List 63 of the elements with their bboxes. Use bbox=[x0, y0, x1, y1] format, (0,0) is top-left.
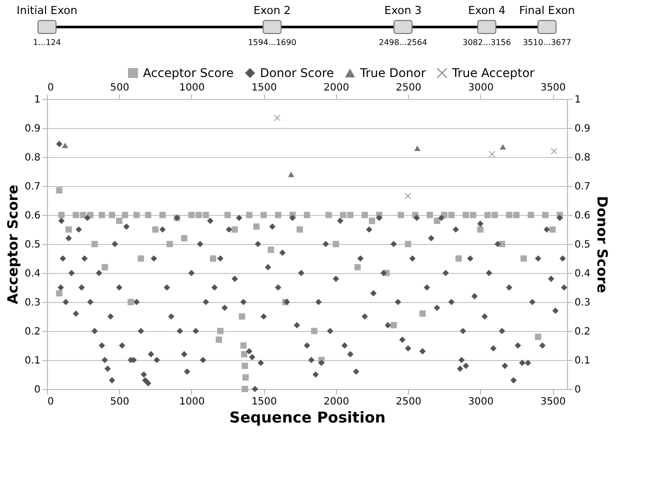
category-label: Final Exon bbox=[519, 4, 575, 17]
text: 3082...3156 bbox=[462, 38, 511, 47]
category-label: Exon 3 bbox=[384, 4, 422, 17]
x-axis-title: Sequence Position bbox=[229, 408, 386, 426]
y2-tick-label: 0.3 bbox=[574, 298, 590, 308]
y-tick-label: 1 bbox=[34, 94, 40, 106]
x2-tick-label: 2500 bbox=[396, 396, 422, 408]
point bbox=[550, 148, 558, 154]
point bbox=[489, 150, 496, 158]
text: 1...124 bbox=[33, 38, 61, 47]
x-tick-label: 3500 bbox=[540, 82, 566, 94]
point bbox=[274, 114, 280, 122]
legend-label: True Donor bbox=[359, 66, 426, 80]
x-tick-label: 1000 bbox=[179, 82, 205, 94]
y2-tick-label: 1 bbox=[574, 94, 581, 106]
y-tick-label: 0.7 bbox=[24, 182, 40, 192]
y-tick-label: 0.3 bbox=[24, 298, 40, 308]
y-tick-label: 0.8 bbox=[24, 152, 40, 164]
x2-tick-label: 3000 bbox=[468, 396, 494, 408]
y-tick-label: 0.4 bbox=[24, 268, 40, 280]
y2-tick-label: 0.5 bbox=[574, 240, 590, 250]
y2-tick-label: 0.1 bbox=[574, 356, 590, 366]
point bbox=[404, 192, 411, 200]
x2-tick-label: 1000 bbox=[179, 396, 205, 408]
x-tick-label: 3000 bbox=[468, 82, 494, 94]
legend-label: True Acceptor bbox=[451, 66, 535, 80]
y-tick-label: 0.5 bbox=[24, 240, 40, 250]
point bbox=[62, 142, 68, 148]
point bbox=[288, 172, 294, 178]
y-tick-label: 0.1 bbox=[24, 356, 40, 366]
category-label: Initial Exon bbox=[16, 4, 78, 17]
y-tick-label: 0.6 bbox=[24, 210, 40, 222]
y2-tick-label: 0.9 bbox=[574, 124, 590, 134]
text: 1594...1690 bbox=[248, 38, 296, 47]
legend-label: Acceptor Score bbox=[143, 66, 234, 80]
y2-axis-title: Donor Score bbox=[593, 196, 610, 294]
y2-tick-label: 0.2 bbox=[574, 326, 590, 338]
y2-tick-label: 0.6 bbox=[574, 210, 590, 222]
x-tick-label: 2000 bbox=[324, 82, 350, 94]
y2-tick-label: 0 bbox=[574, 384, 581, 396]
x2-tick-label: 3500 bbox=[540, 396, 566, 408]
point bbox=[500, 144, 506, 150]
y-tick-label: 0 bbox=[34, 384, 40, 396]
x-tick-label: 500 bbox=[110, 82, 130, 94]
x2-tick-label: 2000 bbox=[324, 396, 350, 408]
point bbox=[414, 146, 421, 152]
y2-tick-label: 0.4 bbox=[574, 268, 590, 280]
text: 2498...2564 bbox=[378, 38, 428, 47]
y-axis-title: Acceptor Score bbox=[6, 184, 22, 304]
text: 3510...3677 bbox=[522, 38, 572, 47]
x-tick-label: 0 bbox=[48, 82, 54, 94]
y-tick-label: 0.9 bbox=[24, 124, 40, 134]
y2-tick-label: 0.7 bbox=[574, 182, 590, 192]
y2-tick-label: 0.8 bbox=[574, 152, 590, 164]
x2-tick-label: 0 bbox=[48, 396, 54, 408]
legend-label: Donor Score bbox=[260, 66, 334, 80]
category-label: Exon 4 bbox=[468, 4, 506, 17]
category-label: Exon 2 bbox=[253, 4, 291, 17]
x-tick-label: 1500 bbox=[251, 82, 277, 94]
y-tick-label: 0.2 bbox=[24, 326, 40, 338]
x2-tick-label: 500 bbox=[110, 396, 130, 408]
x2-tick-label: 1500 bbox=[251, 396, 277, 408]
x-tick-label: 2500 bbox=[396, 82, 422, 94]
